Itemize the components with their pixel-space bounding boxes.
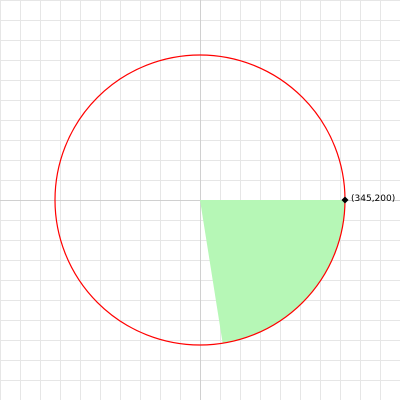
- point-label: (345,200): [351, 194, 395, 204]
- shaded-sector: [200, 200, 345, 343]
